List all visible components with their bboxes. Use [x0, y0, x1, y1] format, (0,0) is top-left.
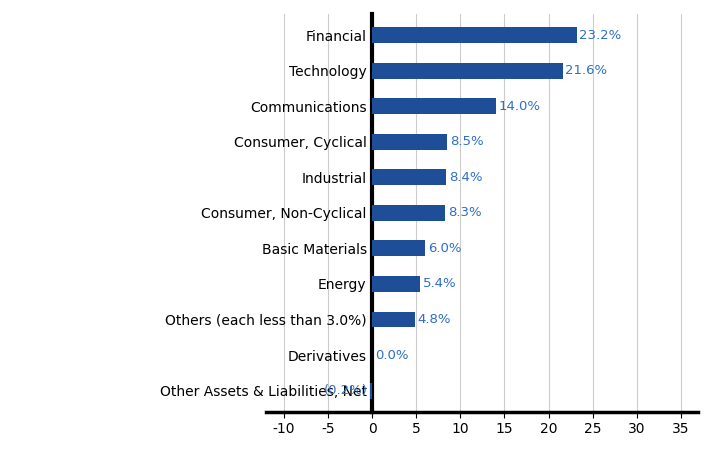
Text: 14.0%: 14.0% — [498, 100, 540, 113]
Bar — [370, 382, 372, 399]
Text: 23.2%: 23.2% — [580, 29, 621, 42]
Bar — [372, 312, 415, 328]
Text: 4.8%: 4.8% — [417, 313, 451, 326]
Text: 6.0%: 6.0% — [428, 242, 462, 255]
Text: 8.3%: 8.3% — [448, 206, 482, 219]
Text: 21.6%: 21.6% — [565, 65, 608, 77]
Bar — [372, 276, 420, 292]
Bar — [372, 27, 577, 44]
Bar — [372, 98, 495, 114]
Bar — [372, 241, 425, 256]
Text: (0.2%): (0.2%) — [324, 384, 368, 397]
Bar — [372, 63, 562, 79]
Text: 8.5%: 8.5% — [450, 135, 483, 148]
Text: 0.0%: 0.0% — [375, 349, 408, 361]
Bar — [372, 169, 446, 185]
Text: 8.4%: 8.4% — [449, 171, 482, 184]
Text: 5.4%: 5.4% — [423, 278, 456, 291]
Bar — [372, 134, 447, 150]
Bar — [372, 205, 446, 221]
